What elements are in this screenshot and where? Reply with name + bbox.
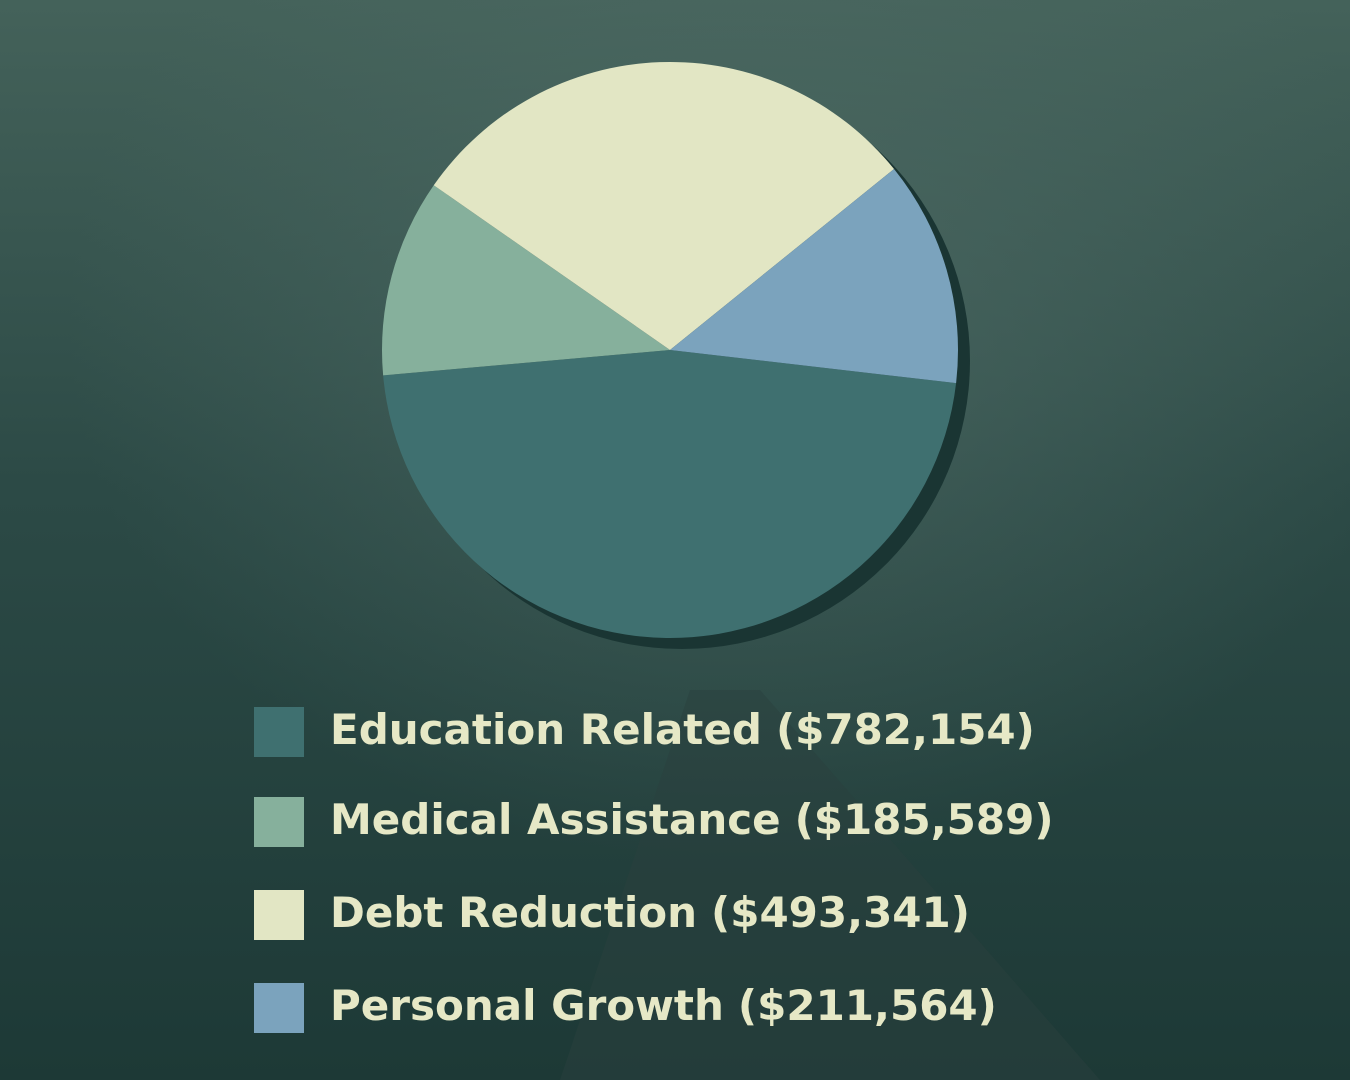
legend-swatch xyxy=(254,983,304,1033)
legend-category: Personal Growth xyxy=(330,981,724,1030)
legend: Education Related ($782,154) Medical Assis… xyxy=(254,705,1054,1033)
legend-label: Medical Assistance ($185,589) xyxy=(330,795,1054,844)
legend-label: Personal Growth ($211,564) xyxy=(330,981,997,1030)
legend-swatch xyxy=(254,890,304,940)
pie-slice xyxy=(433,61,895,351)
legend-label: Education Related ($782,154) xyxy=(330,705,1035,754)
legend-category: Debt Reduction xyxy=(330,888,697,937)
legend-swatch xyxy=(254,797,304,847)
legend-value: ($185,589) xyxy=(795,795,1054,844)
legend-value: ($782,154) xyxy=(776,705,1035,754)
pie-slice xyxy=(382,185,670,376)
legend-swatch xyxy=(254,707,304,757)
legend-category: Medical Assistance xyxy=(330,795,781,844)
legend-category: Education Related xyxy=(330,705,762,754)
road xyxy=(560,690,1100,1080)
pie xyxy=(382,61,959,638)
pie-slice xyxy=(383,350,957,638)
legend-label: Debt Reduction ($493,341) xyxy=(330,888,970,937)
legend-value: ($211,564) xyxy=(738,981,997,1030)
legend-value: ($493,341) xyxy=(711,888,970,937)
pie-slice xyxy=(670,169,959,384)
